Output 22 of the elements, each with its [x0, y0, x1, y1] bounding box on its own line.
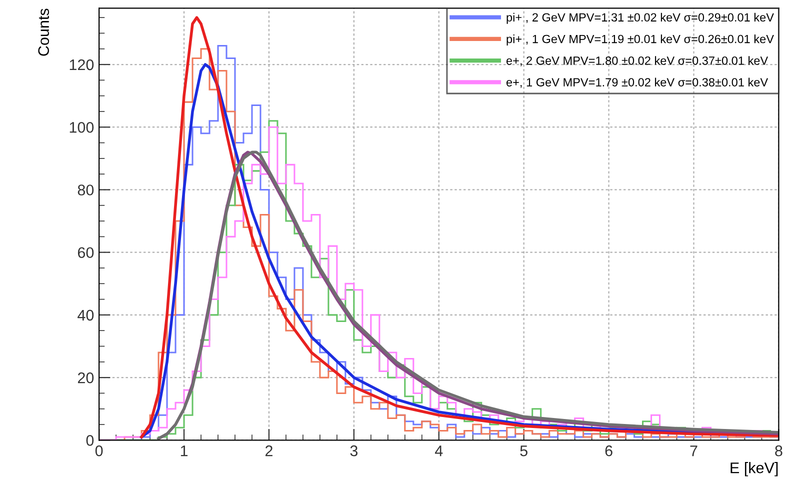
y-tick-label: 120: [70, 59, 94, 70]
legend-label: e+, 2 GeV MPV=1.80 ±0.02 keV σ=0.37±0.01 keV: [506, 56, 768, 66]
x-tick-label: 5: [520, 446, 528, 456]
y-axis-title: Counts: [38, 8, 50, 56]
x-tick-label: 4: [434, 446, 443, 456]
x-tick-label: 6: [605, 445, 612, 456]
legend-label: pi+ , 2 GeV MPV=1.31 ±0.02 keV σ=0.29±0.01 keV: [506, 12, 774, 24]
x-tick-label: 2: [265, 445, 272, 456]
legend-label: e+, 1 GeV MPV=1.79 ±0.02 keV σ=0.38±0.01 keV: [506, 78, 768, 88]
x-tick-label: 0: [95, 445, 103, 456]
y-tick-label: 100: [70, 122, 94, 133]
legend-label: pi+ , 1 GeV MPV=1.19 ±0.01 keV σ=0.26±0.01 keV: [506, 34, 774, 46]
x-tick-label: 3: [350, 445, 358, 456]
x-tick-label: 7: [690, 446, 698, 456]
y-tick-label: 60: [78, 247, 94, 258]
y-tick-label: 80: [78, 184, 94, 196]
y-tick-label: 20: [78, 372, 94, 384]
y-tick-label: 0: [86, 435, 94, 446]
y-tick-label: 40: [78, 310, 94, 321]
x-tick-label: 8: [775, 445, 782, 456]
x-tick-label: 1: [180, 446, 188, 456]
x-axis-title: E [keV]: [730, 462, 778, 476]
